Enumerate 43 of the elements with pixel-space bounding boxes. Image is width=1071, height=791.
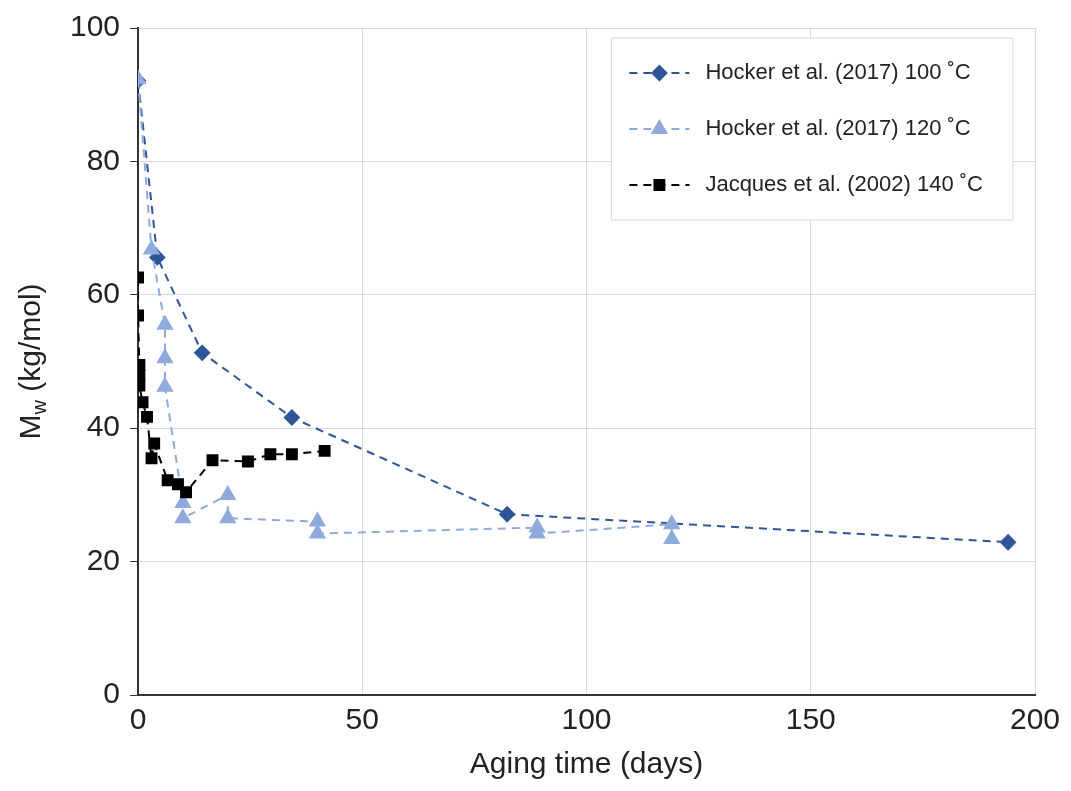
x-tick-label: 0 [129,702,147,736]
point [219,485,236,500]
y-tick-label: 80 [86,142,121,176]
point [663,529,680,544]
y-tick-label: 20 [86,542,121,576]
point [1000,534,1017,551]
y-axis-title: Mw (kg/mol) [13,283,50,440]
point [148,437,161,450]
y-tick-label: 100 [69,9,121,43]
point [219,509,236,524]
x-tick-label: 100 [561,702,612,736]
point [180,486,192,499]
point [499,506,516,523]
point [285,448,298,461]
point [206,454,219,467]
x-axis-title: Aging time (days) [469,746,704,780]
point [318,444,331,457]
legend-label: Hocker et al. (2017) 100 ˚C [705,59,971,85]
point [309,524,326,539]
point [663,515,680,530]
point [157,349,173,364]
x-tick-label: 50 [345,702,379,736]
point [141,410,153,423]
point [172,478,184,491]
legend-label: Hocker et al. (2017) 120 ˚C [705,115,971,141]
y-tick-label: 0 [103,676,121,710]
point [161,474,174,487]
point [194,344,211,361]
point [283,409,300,426]
legend-label: Jacques et al. (2002) 140 ˚C [705,171,984,197]
point [157,315,173,330]
point [241,455,254,468]
y-tick-label: 60 [86,276,121,310]
point [143,240,160,255]
point [157,377,173,392]
point [174,509,191,524]
point [138,396,149,409]
point [264,448,277,461]
y-tick-label: 40 [86,409,121,443]
point [145,452,158,465]
x-tick-label: 200 [1009,702,1061,736]
x-tick-label: 150 [785,702,836,736]
point [309,512,326,527]
